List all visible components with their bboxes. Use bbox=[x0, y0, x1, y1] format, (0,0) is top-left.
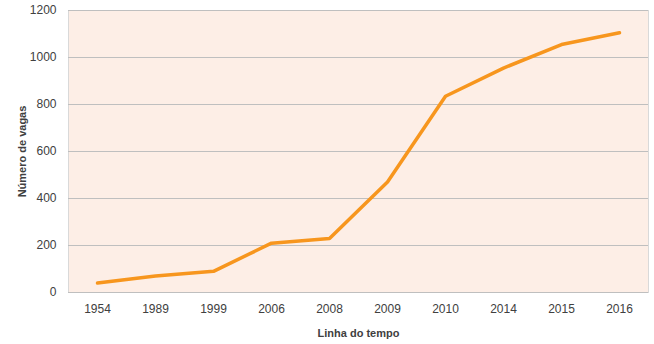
svg-text:2008: 2008 bbox=[316, 302, 343, 316]
svg-text:1954: 1954 bbox=[84, 302, 111, 316]
svg-text:2014: 2014 bbox=[490, 302, 517, 316]
svg-text:2015: 2015 bbox=[548, 302, 575, 316]
svg-text:2010: 2010 bbox=[432, 302, 459, 316]
svg-text:2009: 2009 bbox=[374, 302, 401, 316]
svg-text:1999: 1999 bbox=[200, 302, 227, 316]
svg-text:1989: 1989 bbox=[142, 302, 169, 316]
svg-text:800: 800 bbox=[36, 97, 56, 111]
svg-text:2016: 2016 bbox=[606, 302, 633, 316]
svg-text:400: 400 bbox=[36, 191, 56, 205]
svg-text:1000: 1000 bbox=[30, 50, 57, 64]
svg-text:Número de vagas: Número de vagas bbox=[16, 106, 28, 198]
svg-text:600: 600 bbox=[36, 144, 56, 158]
svg-text:Linha do tempo: Linha do tempo bbox=[318, 327, 400, 339]
svg-text:2006: 2006 bbox=[258, 302, 285, 316]
svg-text:0: 0 bbox=[50, 285, 57, 299]
svg-text:1200: 1200 bbox=[30, 3, 57, 17]
svg-text:200: 200 bbox=[36, 238, 56, 252]
